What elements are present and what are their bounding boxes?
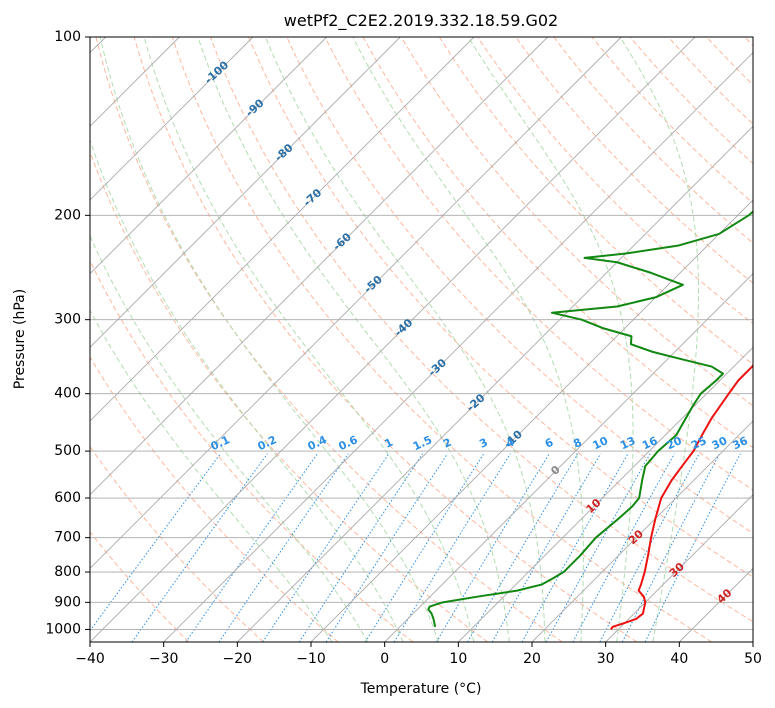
- dry-adiabat-line: [90, 531, 190, 642]
- mixing-ratio-line: [218, 453, 349, 642]
- dry-adiabat-line: [324, 37, 753, 491]
- x-tick-label: 40: [670, 651, 688, 667]
- isotherm-line: [90, 37, 327, 275]
- mixing-ratio-label: 10: [591, 434, 611, 452]
- isotherm-line: [531, 420, 753, 642]
- x-tick-label: 20: [523, 651, 541, 667]
- x-tick-label: −40: [75, 651, 105, 667]
- plot-frame: [89, 36, 754, 643]
- isotherm-line: [90, 37, 548, 496]
- x-tick-label: 0: [380, 651, 389, 667]
- y-tick-label: 500: [54, 443, 81, 459]
- isotherm-line: [310, 199, 753, 642]
- temperature-line: [610, 363, 753, 631]
- dry-adiabat-line: [400, 37, 753, 407]
- y-tick-label: 800: [54, 564, 81, 580]
- x-tick-label: 50: [744, 651, 762, 667]
- dry-adiabat-line: [591, 37, 753, 204]
- moist-adiabat-line: [99, 37, 439, 642]
- moist-adiabat-line: [619, 37, 700, 642]
- x-tick-label: −20: [223, 651, 253, 667]
- isotherm-line: [458, 346, 753, 642]
- dry-adiabat-line: [439, 37, 753, 366]
- isotherm-line: [90, 37, 622, 569]
- mixing-ratio-label: 36: [731, 434, 751, 452]
- moist-adiabat-line: [467, 37, 634, 642]
- mixing-ratio-line: [621, 453, 721, 642]
- x-tick-label: 10: [449, 651, 467, 667]
- mixing-ratio-line: [298, 453, 424, 642]
- dry-adiabat-line: [90, 150, 488, 642]
- mixing-ratio-line: [467, 453, 579, 642]
- moist-adiabat-line: [265, 37, 546, 642]
- mixing-ratio-line: [131, 453, 268, 642]
- isotherm-line: [90, 37, 254, 201]
- moist-adiabat-line: [90, 138, 404, 642]
- y-tick-label: 200: [54, 207, 81, 223]
- mixing-ratio-line: [644, 453, 741, 642]
- isotherm-line: [384, 273, 753, 642]
- dry-adiabat-line: [171, 37, 712, 642]
- axes: −40 −30 −20 −10 0 10 20 30 40 50 100 200 300 400 500 60…: [45, 29, 762, 667]
- y-tick-label: 1000: [45, 621, 81, 637]
- mixing-ratio-line: [90, 453, 221, 632]
- mixing-ratio-label: 13: [618, 434, 637, 452]
- mixing-ratio-label: 16: [640, 434, 660, 452]
- y-tick-label: 300: [54, 312, 81, 328]
- dry-adiabat-line: [210, 37, 753, 623]
- dewpoint-line: [427, 210, 753, 628]
- dry-adiabat-line: [133, 37, 638, 642]
- x-tick-label: −10: [296, 651, 326, 667]
- mixing-ratio-line: [262, 453, 390, 642]
- isotherm-line: [163, 52, 753, 642]
- x-axis-title: Temperature (°C): [360, 681, 482, 697]
- dry-adiabat-line: [248, 37, 753, 578]
- isotherm-line: [90, 37, 401, 348]
- x-tick-label: −30: [149, 651, 179, 667]
- mixing-ratio-line: [491, 453, 602, 642]
- dry-adiabat-line: [90, 356, 339, 642]
- y-tick-label: 900: [54, 594, 81, 610]
- y-tick-label: 400: [54, 386, 81, 402]
- y-axis-title: Pressure (hPa): [12, 289, 28, 389]
- mixing-ratio-line: [572, 453, 675, 642]
- dry-adiabat-line: [477, 37, 753, 325]
- isotherm-line: [90, 37, 696, 642]
- mixing-ratio-label: 20: [665, 434, 685, 452]
- mixing-ratio-label: 30: [710, 434, 730, 452]
- y-tick-label: 600: [54, 490, 81, 506]
- mixing-ratio-line: [435, 453, 550, 642]
- background-lines: [90, 37, 753, 642]
- chart-title: wetPf2_C2E2.2019.332.18.59.G02: [284, 11, 558, 31]
- moist-adiabat-line: [197, 37, 510, 642]
- isotherm-line: [90, 37, 475, 422]
- y-tick-label: 100: [54, 29, 81, 45]
- isotherm-line: [605, 494, 753, 642]
- dry-adiabat-line: [286, 37, 753, 534]
- y-tick-label: 700: [54, 530, 81, 546]
- isotherm-line: [237, 125, 753, 642]
- mixing-ratio-line: [325, 453, 448, 642]
- x-tick-label: 30: [597, 651, 615, 667]
- mixing-ratio-line: [521, 453, 629, 642]
- moist-adiabat-line: [90, 309, 333, 642]
- profile-lines: [427, 210, 753, 631]
- moist-adiabat-line: [90, 234, 369, 642]
- moist-adiabat-line: [352, 37, 584, 642]
- dry-adiabat-line: [553, 37, 753, 244]
- mixing-ratio-label: 25: [689, 434, 708, 452]
